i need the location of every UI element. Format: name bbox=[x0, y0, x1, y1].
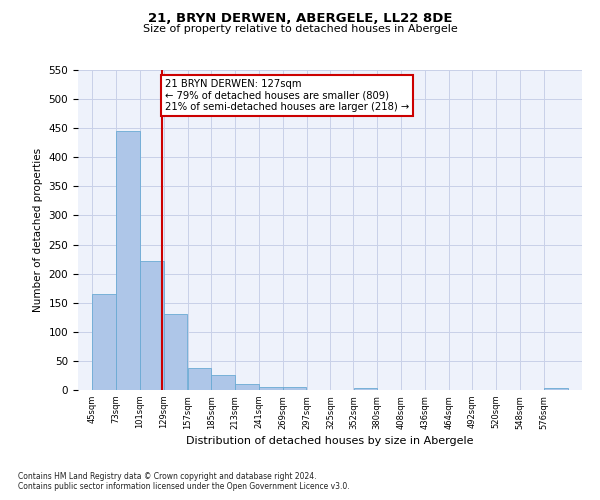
Bar bbox=[188, 368, 211, 390]
Bar bbox=[164, 314, 187, 390]
Text: 21, BRYN DERWEN, ABERGELE, LL22 8DE: 21, BRYN DERWEN, ABERGELE, LL22 8DE bbox=[148, 12, 452, 26]
Bar bbox=[140, 261, 164, 390]
Bar bbox=[544, 388, 568, 390]
Bar bbox=[92, 294, 116, 390]
Y-axis label: Number of detached properties: Number of detached properties bbox=[33, 148, 43, 312]
Bar bbox=[353, 388, 377, 390]
Text: Contains public sector information licensed under the Open Government Licence v3: Contains public sector information licen… bbox=[18, 482, 350, 491]
Bar bbox=[259, 386, 283, 390]
Bar bbox=[283, 386, 307, 390]
Text: 21 BRYN DERWEN: 127sqm
← 79% of detached houses are smaller (809)
21% of semi-de: 21 BRYN DERWEN: 127sqm ← 79% of detached… bbox=[164, 78, 409, 112]
Text: Size of property relative to detached houses in Abergele: Size of property relative to detached ho… bbox=[143, 24, 457, 34]
Bar bbox=[235, 384, 259, 390]
Bar bbox=[211, 375, 235, 390]
X-axis label: Distribution of detached houses by size in Abergele: Distribution of detached houses by size … bbox=[186, 436, 474, 446]
Bar bbox=[116, 131, 140, 390]
Text: Contains HM Land Registry data © Crown copyright and database right 2024.: Contains HM Land Registry data © Crown c… bbox=[18, 472, 317, 481]
